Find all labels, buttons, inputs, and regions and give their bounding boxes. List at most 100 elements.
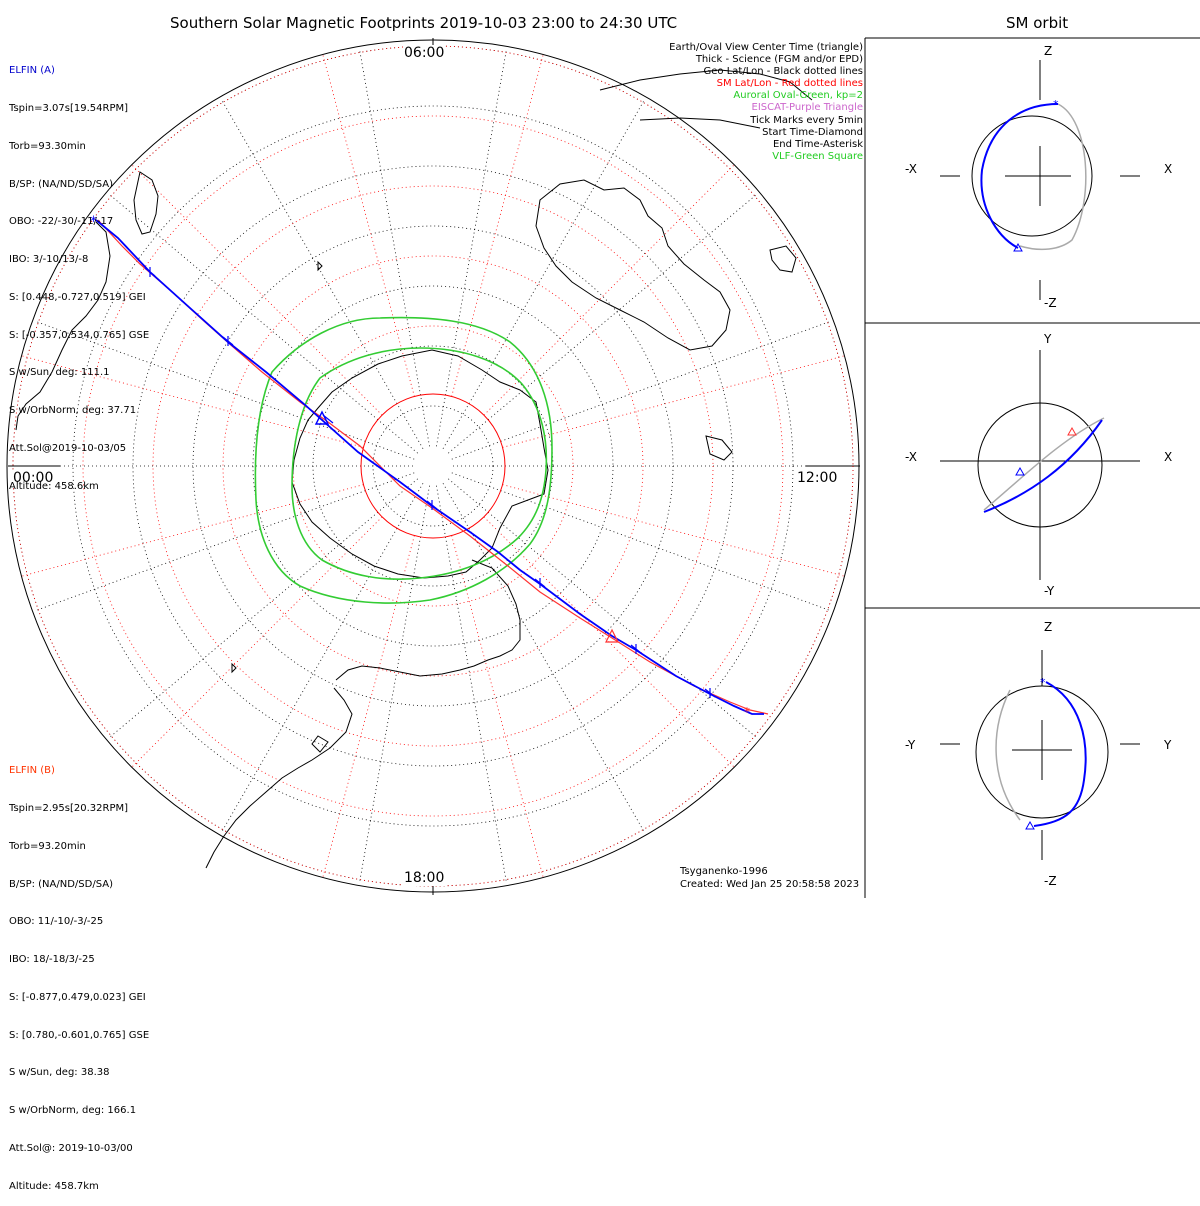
sm-lat-circle <box>292 325 574 607</box>
south-america-west <box>311 735 329 753</box>
geo-lon-line <box>451 472 832 612</box>
elfin-b-line: OBO: 11/-10/-3/-25 <box>9 916 104 928</box>
legend-item: SM Lat/Lon - Red dotted lines <box>716 78 863 90</box>
elfin-b-line: IBO: 18/-18/3/-25 <box>9 954 95 966</box>
legend-item: Thick - Science (FGM and/or EPD) <box>695 54 863 66</box>
geo-lon-line <box>448 478 759 739</box>
elfin-a-line: Tspin=3.07s[19.54RPM] <box>9 102 129 114</box>
orbit-yz-right-label: Y <box>1164 738 1172 752</box>
elfin-a-line: Att.Sol@2019-10-03/05 <box>9 443 127 454</box>
sm-pole-circle <box>360 393 506 539</box>
svg-text:*: * <box>1053 98 1059 111</box>
geo-lon-line <box>220 483 424 834</box>
side-title: SM orbit <box>1006 14 1069 32</box>
orbit-xy-left-label: -X <box>905 450 917 464</box>
new-zealand-outline <box>705 435 733 461</box>
sm-lat-circle <box>222 255 644 677</box>
elfin-a-line: IBO: 3/-10/13/-8 <box>9 254 89 266</box>
elfin-b-line: S w/OrbNorm, deg: 166.1 <box>9 1105 137 1117</box>
elfin-b-line: Tspin=2.95s[20.32RPM] <box>9 802 129 814</box>
peninsula-outline <box>335 559 521 681</box>
elfin-a-ticks <box>144 267 716 698</box>
orbit-xy-bottom-label: -Y <box>1044 584 1055 598</box>
sm-lon-line <box>21 355 364 448</box>
elfin-b-info: ELFIN (B) Tspin=2.95s[20.32RPM] Torb=93.… <box>9 740 149 1206</box>
lt-label-bottom: 18:00 <box>403 870 446 886</box>
geo-lon-line <box>442 483 646 834</box>
geo-lon-line <box>451 320 832 460</box>
geo-lon-line <box>220 98 424 449</box>
kerguelen-outline <box>317 260 323 272</box>
lt-label-top: 06:00 <box>403 45 446 61</box>
geo-lon-line <box>358 48 430 447</box>
elfin-b-line: Att.Sol@: 2019-10-03/00 <box>9 1143 133 1154</box>
model-credit: Tsyganenko-1996 <box>680 866 768 877</box>
orbit-xz-right-label: X <box>1164 162 1173 176</box>
orbit-xy-top-label: Y <box>1044 332 1052 346</box>
africa-outline <box>15 221 111 431</box>
geo-lon-line <box>436 485 508 884</box>
sm-lon-line <box>451 54 544 397</box>
sm-lat-circle <box>152 185 714 747</box>
legend-item: Tick Marks every 5min <box>750 114 863 126</box>
elfin-a-line: S: [-0.357,0.534,0.765] GSE <box>9 329 150 341</box>
legend-item: VLF-Green Square <box>772 150 863 162</box>
sm-lat-circle <box>12 45 854 887</box>
legend-item: Geo Lat/Lon - Black dotted lines <box>703 66 863 78</box>
orbit-yz-top-label: Z <box>1044 620 1053 634</box>
orbit-xz-bottom-label: -Z <box>1044 296 1057 310</box>
geo-lon-line <box>448 193 759 454</box>
sm-lon-line <box>131 164 383 416</box>
orbit-xy-right-label: X <box>1164 450 1173 464</box>
tasmania-outline <box>769 245 797 273</box>
orbit-panel-xy <box>940 350 1140 580</box>
geo-lon-line <box>436 48 508 447</box>
elfin-b-line: S: [-0.877,0.479,0.023] GEI <box>9 991 146 1003</box>
elfin-a-line: OBO: -22/-30/-11/-17 <box>9 216 114 228</box>
elfin-a-line: B/SP: (NA/ND/SD/SA) <box>9 178 113 190</box>
indonesia-outline <box>639 117 761 129</box>
svg-text:*: * <box>1040 676 1046 689</box>
geo-lat-circle <box>252 285 614 647</box>
elfin-b-name: ELFIN (B) <box>9 765 55 777</box>
elfin-b-line: Altitude: 458.7km <box>9 1180 99 1192</box>
geo-lon-line <box>107 193 418 454</box>
elfin-a-line: S w/Sun, deg: 111.1 <box>9 367 110 379</box>
orbit-xz-top-label: Z <box>1044 44 1053 58</box>
elfin-a-end-asterisk: * <box>90 214 97 230</box>
antarctica-outline <box>291 349 549 579</box>
elfin-a-view-triangle <box>314 410 330 425</box>
lt-label-right: 12:00 <box>796 470 839 486</box>
elfin-b-end-asterisk: * <box>744 705 750 719</box>
created-credit: Created: Wed Jan 25 20:58:58 2023 <box>680 879 860 890</box>
elfin-a-line: S: [0.448,-0.727,0.519] GEI <box>9 291 146 303</box>
geo-lon-line <box>107 478 418 739</box>
footprint-map: * * * * <box>6 37 1200 898</box>
legend-item: Auroral Oval-Green, kp=2 <box>733 90 863 102</box>
orbit-xz-left-label: -X <box>905 162 917 176</box>
asia-outline <box>599 69 813 101</box>
lt-label-left: 00:00 <box>12 470 55 486</box>
south-georgia-outline <box>231 662 237 674</box>
sm-lon-line <box>502 484 845 577</box>
geo-lon-line <box>34 472 415 612</box>
sm-lon-line <box>322 535 415 878</box>
madagascar-outline <box>133 171 159 235</box>
elfin-a-line: S w/OrbNorm, deg: 37.71 <box>9 405 137 417</box>
auroral-oval-inner <box>291 347 548 580</box>
elfin-a-line: Torb=93.30min <box>9 140 86 152</box>
legend: Earth/Oval View Center Time (triangle) T… <box>669 42 863 163</box>
elfin-b-view-triangle <box>605 628 619 643</box>
elfin-a-name: ELFIN (A) <box>9 65 55 77</box>
elfin-b-line: Torb=93.20min <box>9 840 86 852</box>
auroral-oval-outer <box>254 316 553 604</box>
orbit-yz-bottom-label: -Z <box>1044 874 1057 888</box>
elfin-a-line: Altitude: 458.6km <box>9 480 99 492</box>
sm-lon-line <box>502 355 845 448</box>
south-america-outline <box>205 687 353 869</box>
legend-item: End Time-Asterisk <box>772 138 863 150</box>
sm-lon-line <box>131 516 383 768</box>
sm-lon-line <box>21 484 364 577</box>
continent-outlines <box>15 69 813 869</box>
elfin-b-line: S w/Sun, deg: 38.38 <box>9 1067 110 1079</box>
